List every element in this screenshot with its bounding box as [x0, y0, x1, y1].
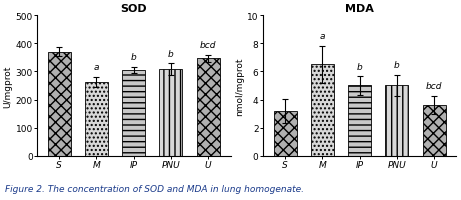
Bar — [85, 83, 108, 156]
Text: a: a — [319, 32, 325, 41]
Bar — [160, 70, 183, 156]
Y-axis label: U/mgprot: U/mgprot — [4, 65, 13, 107]
Title: MDA: MDA — [345, 4, 374, 14]
Text: Figure 2. The concentration of SOD and MDA in lung homogenate.: Figure 2. The concentration of SOD and M… — [5, 184, 304, 193]
Bar — [47, 52, 71, 156]
Bar — [348, 86, 371, 156]
Text: b: b — [168, 50, 174, 59]
Y-axis label: nmol/mgprot: nmol/mgprot — [235, 57, 244, 115]
Text: bcd: bcd — [200, 41, 216, 50]
Bar — [196, 59, 220, 156]
Bar — [273, 111, 297, 156]
Text: a: a — [94, 63, 99, 72]
Text: b: b — [394, 61, 400, 70]
Bar — [422, 106, 446, 156]
Bar — [311, 65, 334, 156]
Title: SOD: SOD — [120, 4, 147, 14]
Text: b: b — [131, 53, 136, 62]
Bar — [122, 71, 145, 156]
Text: b: b — [357, 62, 362, 71]
Text: bcd: bcd — [426, 82, 442, 91]
Bar — [385, 86, 408, 156]
